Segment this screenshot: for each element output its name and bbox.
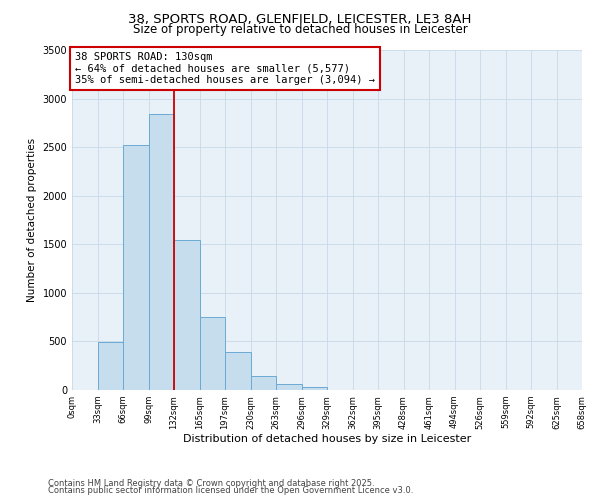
Text: 38, SPORTS ROAD, GLENFIELD, LEICESTER, LE3 8AH: 38, SPORTS ROAD, GLENFIELD, LEICESTER, L… xyxy=(128,12,472,26)
Y-axis label: Number of detached properties: Number of detached properties xyxy=(27,138,37,302)
Bar xyxy=(149,114,174,390)
Bar xyxy=(174,240,199,390)
Bar xyxy=(276,384,302,390)
Bar xyxy=(302,387,327,390)
Bar xyxy=(97,342,123,390)
Text: 38 SPORTS ROAD: 130sqm
← 64% of detached houses are smaller (5,577)
35% of semi-: 38 SPORTS ROAD: 130sqm ← 64% of detached… xyxy=(75,52,375,85)
Bar xyxy=(225,352,251,390)
Bar xyxy=(199,317,225,390)
Bar xyxy=(251,376,276,390)
Text: Size of property relative to detached houses in Leicester: Size of property relative to detached ho… xyxy=(133,22,467,36)
X-axis label: Distribution of detached houses by size in Leicester: Distribution of detached houses by size … xyxy=(183,434,471,444)
Bar xyxy=(123,145,149,390)
Text: Contains HM Land Registry data © Crown copyright and database right 2025.: Contains HM Land Registry data © Crown c… xyxy=(48,478,374,488)
Text: Contains public sector information licensed under the Open Government Licence v3: Contains public sector information licen… xyxy=(48,486,413,495)
